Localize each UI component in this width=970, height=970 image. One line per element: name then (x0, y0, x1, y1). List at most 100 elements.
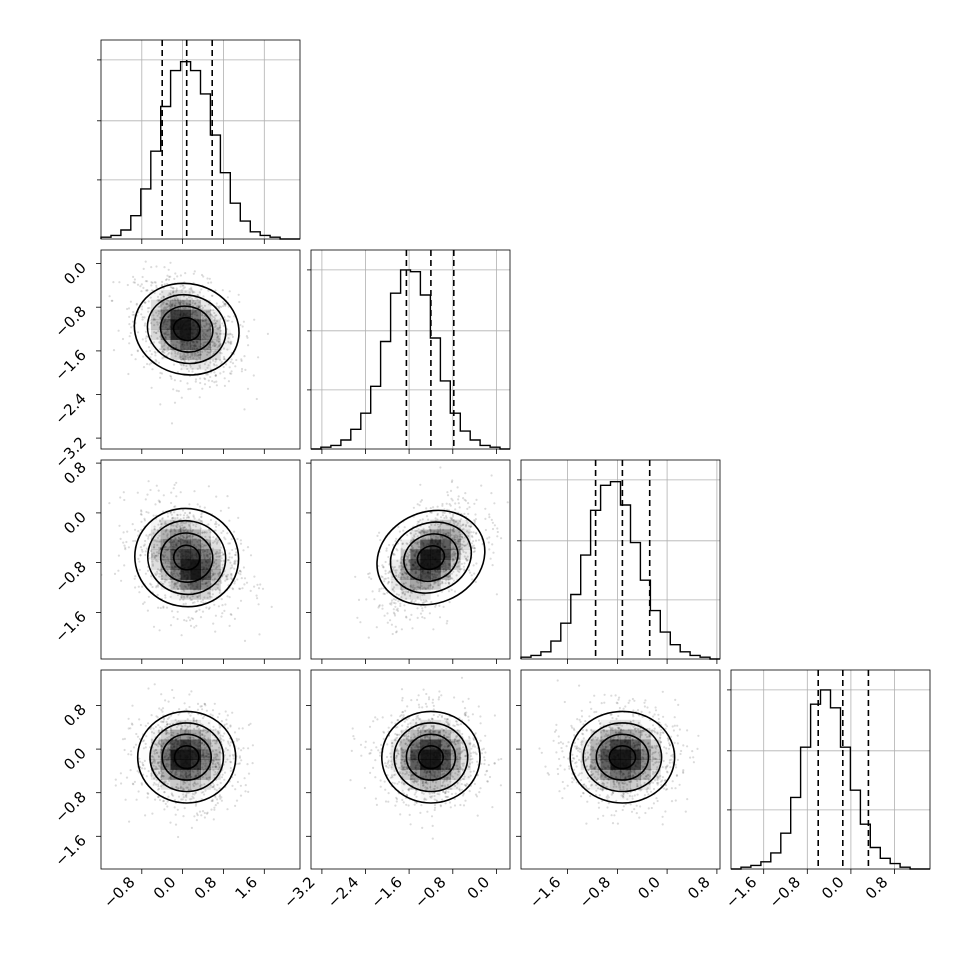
scatter-point (216, 586, 219, 590)
scatter-point (173, 304, 176, 307)
scatter-point (466, 542, 469, 546)
scatter-point (168, 302, 172, 305)
scatter-point (216, 327, 219, 330)
scatter-point (167, 558, 170, 561)
scatter-point (398, 566, 401, 569)
scatter-point (127, 372, 130, 376)
density-bin (150, 549, 162, 560)
scatter-point (214, 552, 218, 555)
scatter-point (144, 572, 147, 575)
density-bin (170, 349, 181, 360)
scatter-point (394, 602, 397, 605)
scatter-point (161, 357, 164, 360)
scatter-point (179, 303, 182, 306)
scatter-point (392, 552, 395, 555)
scatter-point (163, 266, 166, 269)
scatter-point (144, 280, 147, 283)
scatter-point (196, 350, 200, 354)
scatter-point (224, 710, 227, 713)
density-bin (160, 299, 171, 311)
density-bin (210, 579, 221, 590)
scatter-point (154, 556, 157, 559)
scatter-point (419, 519, 422, 522)
scatter-point (169, 300, 172, 304)
scatter-point (220, 559, 223, 563)
scatter-point (164, 802, 167, 806)
scatter-point (214, 804, 217, 807)
scatter-point (212, 725, 215, 728)
scatter-point (214, 765, 217, 768)
scatter-point (145, 775, 148, 778)
scatter-point (460, 567, 463, 571)
scatter-point (410, 544, 413, 547)
scatter-point (205, 544, 208, 547)
scatter-point (157, 341, 161, 344)
scatter-point (181, 358, 184, 361)
scatter-point (411, 627, 414, 630)
scatter-point (215, 332, 219, 335)
scatter-point (152, 317, 155, 320)
scatter-point (220, 776, 224, 779)
scatter-point (493, 502, 496, 505)
scatter-point (223, 771, 227, 774)
panel-frame (310, 459, 511, 660)
scatter-point (190, 826, 193, 830)
scatter-point (237, 516, 240, 520)
scatter-point (172, 487, 175, 490)
density-bin (170, 569, 181, 580)
scatter-point (390, 603, 393, 606)
scatter-point (215, 333, 218, 336)
density-bin (180, 359, 191, 370)
scatter-point (138, 560, 141, 563)
scatter-point (390, 766, 393, 769)
scatter-point (247, 723, 250, 727)
scatter-point (140, 509, 143, 512)
scatter-point (255, 594, 258, 597)
scatter-point (144, 260, 147, 263)
scatter-point (175, 785, 178, 789)
scatter-point (467, 502, 470, 505)
scatter-point (378, 604, 381, 607)
scatter-point (424, 724, 427, 727)
scatter-point (172, 290, 175, 293)
scatter-point (171, 286, 174, 289)
scatter-point (157, 361, 161, 364)
scatter-point (118, 281, 121, 284)
scatter-point (455, 735, 458, 738)
scatter-point (418, 726, 421, 730)
scatter-point (484, 734, 487, 737)
scatter-point (141, 305, 144, 308)
scatter-point (150, 762, 154, 765)
scatter-point (176, 732, 179, 736)
scatter-point (133, 780, 136, 784)
scatter-point (496, 530, 499, 534)
scatter-point (151, 585, 154, 589)
scatter-point (176, 783, 179, 786)
scatter-point (168, 581, 171, 584)
density-bin (160, 749, 171, 760)
scatter-point (403, 592, 406, 595)
scatter-point (452, 559, 455, 562)
scatter-point (451, 547, 454, 551)
scatter-point (416, 541, 419, 544)
scatter-point (459, 723, 463, 726)
scatter-point (205, 531, 208, 534)
scatter-point (205, 778, 208, 781)
scatter-point (209, 349, 212, 352)
density-bin (200, 729, 211, 740)
density-bin (180, 579, 191, 590)
scatter-point (188, 725, 192, 728)
scatter-point (143, 324, 146, 327)
scatter-point (152, 318, 155, 322)
scatter-point (163, 545, 166, 549)
scatter-point (231, 320, 234, 323)
scatter-point (227, 337, 230, 340)
scatter-point (133, 577, 136, 580)
scatter-point (442, 532, 445, 535)
scatter-point (147, 346, 151, 349)
scatter-point (409, 778, 412, 781)
scatter-point (158, 772, 161, 775)
scatter-point (144, 553, 147, 557)
scatter-point (184, 728, 187, 732)
scatter-point (159, 569, 162, 572)
